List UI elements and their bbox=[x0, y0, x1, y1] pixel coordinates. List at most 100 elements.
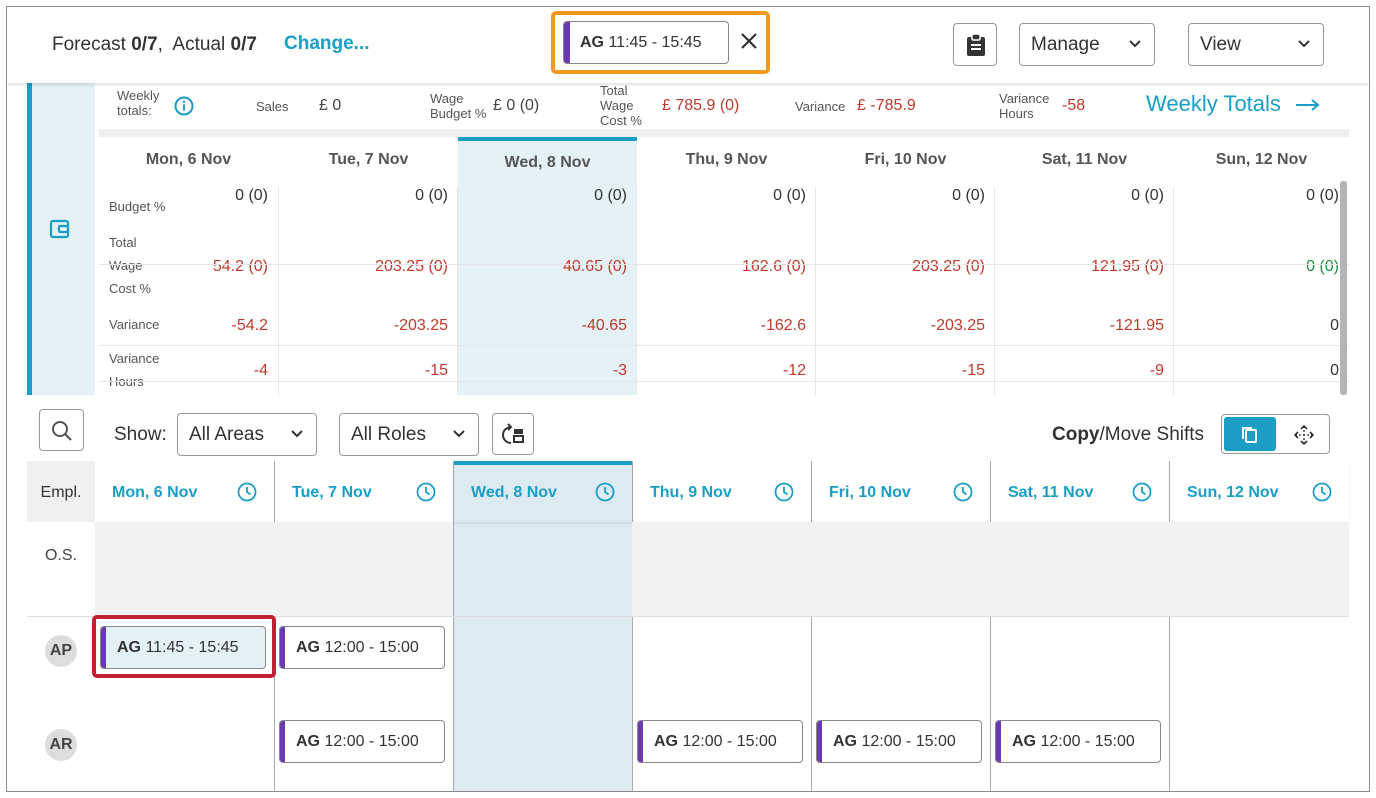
budget-percent-cell: 0 (0) bbox=[952, 187, 985, 204]
schedule-day-label: Sun, 12 Nov bbox=[1187, 484, 1279, 501]
selected-shift-outline bbox=[551, 11, 770, 74]
budget-day-header: Fri, 10 Nov bbox=[864, 151, 947, 168]
schedule-day-column: Sun, 12 Nov bbox=[1169, 461, 1349, 791]
shift-time: 12:00 - 15:00 bbox=[1036, 733, 1135, 750]
copy-word: Copy bbox=[1052, 424, 1100, 445]
budget-day-header: Thu, 9 Nov bbox=[685, 151, 768, 168]
clock-icon[interactable] bbox=[595, 482, 615, 502]
variance-hours-value: -58 bbox=[1062, 97, 1086, 114]
roles-value: All Roles bbox=[351, 424, 426, 445]
chevron-down-icon bbox=[1298, 40, 1310, 48]
budget-percent-cell: 0 (0) bbox=[415, 187, 448, 204]
refresh-layout-button[interactable] bbox=[492, 413, 534, 455]
employee-avatar[interactable]: AR bbox=[45, 729, 77, 761]
show-label: Show: bbox=[114, 424, 167, 445]
chevron-down-icon bbox=[453, 430, 465, 438]
shift-code: AG bbox=[296, 733, 320, 750]
panel-accent-bar bbox=[27, 83, 32, 395]
info-icon[interactable] bbox=[174, 96, 194, 116]
budget-day-column: Sat, 11 Nov 0 (0) 121.95 (0) -121.95 -9 bbox=[995, 137, 1174, 395]
employee-avatar[interactable]: AP bbox=[45, 635, 77, 667]
variance-hours-cell: -12 bbox=[782, 362, 806, 379]
clock-icon[interactable] bbox=[774, 482, 794, 502]
budget-percent-cell: 0 (0) bbox=[235, 187, 268, 204]
search-button[interactable] bbox=[39, 409, 84, 451]
shift-code: AG bbox=[833, 733, 857, 750]
schedule-day-label: Thu, 9 Nov bbox=[650, 484, 732, 501]
selected-shift-chip[interactable]: AG 11:45 - 15:45 bbox=[563, 21, 729, 64]
variance-value: £ -785.9 bbox=[857, 97, 916, 114]
clipboard-icon bbox=[967, 33, 985, 56]
schedule-day-header[interactable]: Tue, 7 Nov bbox=[275, 461, 453, 522]
areas-dropdown[interactable]: All Areas bbox=[177, 413, 317, 456]
open-shifts-row bbox=[95, 522, 1349, 616]
clipboard-button[interactable] bbox=[953, 23, 997, 66]
budget-day-column: Mon, 6 Nov 0 (0) 54.2 (0) -54.2 -4 bbox=[99, 137, 278, 395]
budget-day-header: Tue, 7 Nov bbox=[328, 151, 409, 168]
budget-day-header: Wed, 8 Nov bbox=[504, 154, 591, 171]
schedule-day-label: Mon, 6 Nov bbox=[112, 484, 198, 501]
budget-percent-cell: 0 (0) bbox=[1306, 187, 1339, 204]
wallet-icon[interactable] bbox=[49, 219, 71, 239]
clock-icon[interactable] bbox=[1132, 482, 1152, 502]
budget-percent-cell: 0 (0) bbox=[594, 187, 627, 204]
chevron-down-icon bbox=[1129, 40, 1141, 48]
schedule-day-header[interactable]: Mon, 6 Nov bbox=[95, 461, 274, 522]
budget-scrollbar[interactable] bbox=[1340, 181, 1347, 395]
shift-time: 12:00 - 15:00 bbox=[320, 733, 419, 750]
forecast-actual-summary: Forecast 0/7, Actual 0/7 bbox=[52, 34, 257, 55]
schedule-day-header[interactable]: Wed, 8 Nov bbox=[454, 461, 632, 522]
close-icon[interactable] bbox=[737, 29, 761, 53]
copy-mode-button[interactable] bbox=[1224, 417, 1276, 451]
schedule-day-label: Sat, 11 Nov bbox=[1008, 484, 1094, 501]
shift-label: AG 12:00 - 15:00 bbox=[296, 733, 419, 751]
variance-hours-cell: -3 bbox=[612, 362, 627, 379]
shift-time: 12:00 - 15:00 bbox=[857, 733, 956, 750]
budget-percent-cell: 0 (0) bbox=[773, 187, 806, 204]
clock-icon[interactable] bbox=[1312, 482, 1332, 502]
shift-color-bar bbox=[101, 627, 106, 668]
manage-dropdown[interactable]: Manage bbox=[1019, 23, 1155, 66]
open-shifts-label: O.S. bbox=[44, 547, 77, 564]
shift-card[interactable]: AG 12:00 - 15:00 bbox=[995, 720, 1161, 763]
roles-dropdown[interactable]: All Roles bbox=[339, 413, 479, 456]
schedule-grid: Mon, 6 Nov Tue, 7 Nov Thu, 9 Nov Fri, 10 No… bbox=[7, 461, 1369, 791]
arrow-right-icon bbox=[1296, 99, 1320, 111]
selected-shift-time: 11:45 - 15:45 bbox=[608, 34, 702, 51]
clock-icon[interactable] bbox=[953, 482, 973, 502]
weekly-totals-row: Weekly totals: Sales £ 0 Wage Budget % £… bbox=[99, 83, 1349, 133]
shift-time: 12:00 - 15:00 bbox=[320, 639, 419, 656]
weekly-totals-link[interactable]: Weekly Totals bbox=[1146, 91, 1321, 117]
variance-cell: -40.65 bbox=[581, 317, 627, 334]
total-wage-cost-cell: 203.25 (0) bbox=[912, 258, 985, 275]
schedule-day-header[interactable]: Thu, 9 Nov bbox=[633, 461, 811, 522]
schedule-day-header[interactable]: Fri, 10 Nov bbox=[812, 461, 990, 522]
view-dropdown[interactable]: View bbox=[1188, 23, 1324, 66]
shift-card[interactable]: AG 12:00 - 15:00 bbox=[637, 720, 803, 763]
shift-color-bar bbox=[638, 721, 643, 762]
variance-label: Variance bbox=[795, 99, 846, 114]
variance-hours-row-label: Variance Hours bbox=[109, 351, 160, 389]
budget-day-column: Wed, 8 Nov 0 (0) 40.65 (0) -40.65 -3 bbox=[458, 137, 637, 395]
variance-hours-cell: -9 bbox=[1149, 362, 1164, 379]
selected-shift-code: AG bbox=[580, 34, 604, 51]
shift-card[interactable]: AG 12:00 - 15:00 bbox=[279, 626, 445, 669]
row-divider bbox=[99, 264, 1349, 265]
clock-icon[interactable] bbox=[416, 482, 436, 502]
clock-icon[interactable] bbox=[237, 482, 257, 502]
column-divider bbox=[815, 187, 816, 395]
shift-card[interactable]: AG 12:00 - 15:00 bbox=[279, 720, 445, 763]
total-wage-row-label: Total Wage Cost % bbox=[109, 235, 151, 296]
total-wage-cost-cell: 0 (0) bbox=[1306, 258, 1339, 275]
schedule-day-column: Fri, 10 Nov bbox=[811, 461, 990, 791]
schedule-day-header[interactable]: Sat, 11 Nov bbox=[991, 461, 1169, 522]
schedule-day-column: Wed, 8 Nov bbox=[453, 461, 632, 791]
change-link[interactable]: Change... bbox=[284, 33, 370, 54]
schedule-day-label: Fri, 10 Nov bbox=[829, 484, 911, 501]
move-mode-button[interactable] bbox=[1280, 417, 1328, 451]
shift-card[interactable]: AG 12:00 - 15:00 bbox=[816, 720, 982, 763]
shift-label: AG 12:00 - 15:00 bbox=[833, 733, 956, 751]
shift-card[interactable]: AG 11:45 - 15:45 bbox=[100, 626, 266, 669]
variance-hours-cell: -15 bbox=[961, 362, 985, 379]
schedule-day-header[interactable]: Sun, 12 Nov bbox=[1170, 461, 1349, 522]
